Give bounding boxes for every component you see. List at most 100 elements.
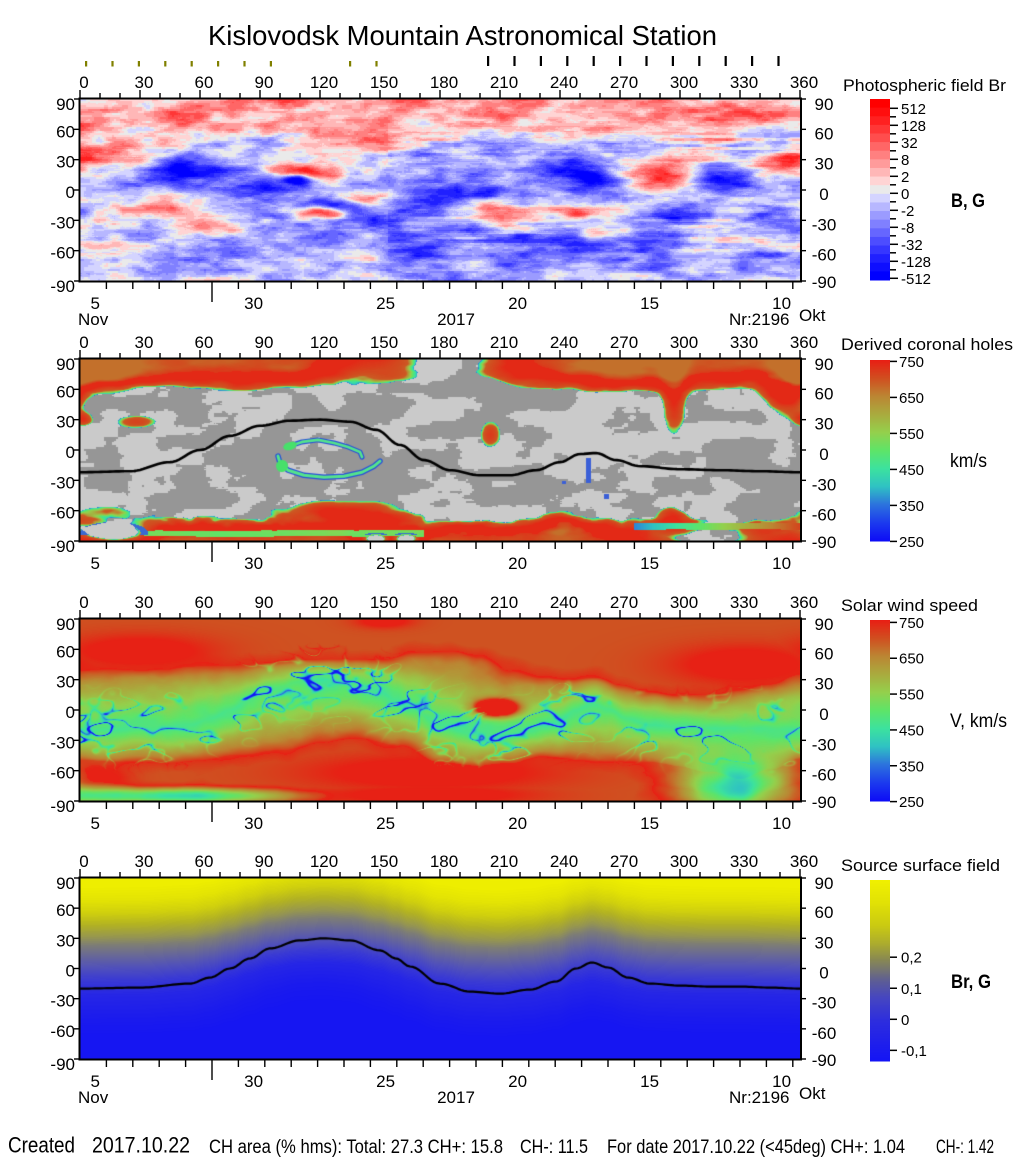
svg-text:120: 120 xyxy=(310,852,338,871)
svg-text:Kislovodsk Mountain Astronomic: Kislovodsk Mountain Astronomical Station xyxy=(208,20,717,51)
svg-text:CH-: 1.42: CH-: 1.42 xyxy=(936,1137,994,1158)
svg-text:-90: -90 xyxy=(812,793,837,812)
svg-text:60: 60 xyxy=(815,124,834,143)
svg-text:-30: -30 xyxy=(50,992,75,1011)
svg-text:0: 0 xyxy=(819,185,828,204)
svg-text:-60: -60 xyxy=(812,506,837,525)
svg-text:300: 300 xyxy=(670,333,698,352)
svg-text:-90: -90 xyxy=(50,1055,75,1074)
svg-text:CH area (% hms): Total: 27.3 C: CH area (% hms): Total: 27.3 CH+: 15.8 xyxy=(209,1137,503,1158)
svg-text:240: 240 xyxy=(550,852,578,871)
svg-text:Nov: Nov xyxy=(78,310,109,329)
svg-text:180: 180 xyxy=(430,852,458,871)
svg-text:250: 250 xyxy=(899,534,924,551)
svg-text:360: 360 xyxy=(790,73,818,92)
svg-text:0: 0 xyxy=(901,1012,909,1029)
svg-text:270: 270 xyxy=(610,73,638,92)
svg-text:120: 120 xyxy=(310,73,338,92)
svg-text:0: 0 xyxy=(819,705,828,724)
svg-text:90: 90 xyxy=(56,615,75,634)
svg-text:30: 30 xyxy=(815,675,834,694)
svg-text:8: 8 xyxy=(901,152,909,169)
svg-text:20: 20 xyxy=(508,814,527,833)
svg-text:5: 5 xyxy=(90,1072,99,1091)
svg-text:180: 180 xyxy=(430,333,458,352)
svg-text:90: 90 xyxy=(56,95,75,114)
svg-text:0: 0 xyxy=(66,183,75,202)
svg-text:550: 550 xyxy=(899,687,924,704)
svg-text:25: 25 xyxy=(376,294,395,313)
svg-text:km/s: km/s xyxy=(950,451,987,472)
svg-text:60: 60 xyxy=(815,903,834,922)
svg-text:210: 210 xyxy=(490,852,518,871)
svg-text:30: 30 xyxy=(815,155,834,174)
svg-text:90: 90 xyxy=(815,355,834,374)
svg-text:330: 330 xyxy=(730,73,758,92)
svg-text:60: 60 xyxy=(195,73,214,92)
svg-text:-32: -32 xyxy=(901,237,923,254)
svg-text:210: 210 xyxy=(490,333,518,352)
svg-text:60: 60 xyxy=(815,384,834,403)
svg-text:240: 240 xyxy=(550,593,578,612)
svg-text:550: 550 xyxy=(899,426,924,443)
svg-text:650: 650 xyxy=(899,390,924,407)
svg-text:25: 25 xyxy=(376,554,395,573)
svg-text:-30: -30 xyxy=(812,735,837,754)
svg-text:15: 15 xyxy=(640,294,659,313)
svg-text:30: 30 xyxy=(56,673,75,692)
svg-text:-60: -60 xyxy=(50,764,75,783)
svg-text:10: 10 xyxy=(772,554,791,573)
svg-text:60: 60 xyxy=(56,382,75,401)
svg-text:-60: -60 xyxy=(812,766,837,785)
svg-text:180: 180 xyxy=(430,593,458,612)
svg-text:150: 150 xyxy=(370,333,398,352)
svg-text:60: 60 xyxy=(815,644,834,663)
svg-text:360: 360 xyxy=(790,333,818,352)
svg-text:-128: -128 xyxy=(901,254,931,271)
svg-text:60: 60 xyxy=(56,122,75,141)
svg-text:330: 330 xyxy=(730,333,758,352)
svg-text:30: 30 xyxy=(135,73,154,92)
svg-text:30: 30 xyxy=(244,294,263,313)
svg-text:60: 60 xyxy=(195,333,214,352)
svg-text:25: 25 xyxy=(376,814,395,833)
svg-text:128: 128 xyxy=(901,118,926,135)
svg-text:0: 0 xyxy=(66,962,75,981)
svg-text:Solar wind speed: Solar wind speed xyxy=(841,596,978,615)
svg-text:300: 300 xyxy=(670,73,698,92)
svg-text:Source surface field: Source surface field xyxy=(841,856,1000,875)
svg-text:-0,1: -0,1 xyxy=(901,1043,927,1060)
svg-text:90: 90 xyxy=(255,852,274,871)
svg-text:450: 450 xyxy=(899,722,924,739)
svg-text:32: 32 xyxy=(901,135,918,152)
svg-text:B, G: B, G xyxy=(951,191,985,212)
svg-text:300: 300 xyxy=(670,852,698,871)
svg-text:120: 120 xyxy=(310,333,338,352)
svg-text:240: 240 xyxy=(550,333,578,352)
svg-text:30: 30 xyxy=(244,1072,263,1091)
svg-text:20: 20 xyxy=(508,1072,527,1091)
svg-text:Okt: Okt xyxy=(799,306,826,325)
svg-text:CH-: 11.5: CH-: 11.5 xyxy=(520,1137,588,1158)
svg-text:30: 30 xyxy=(244,814,263,833)
svg-text:90: 90 xyxy=(56,355,75,374)
svg-text:10: 10 xyxy=(772,1072,791,1091)
svg-text:-60: -60 xyxy=(812,1024,837,1043)
svg-text:2: 2 xyxy=(901,169,909,186)
svg-text:15: 15 xyxy=(640,814,659,833)
svg-text:270: 270 xyxy=(610,852,638,871)
svg-text:90: 90 xyxy=(815,874,834,893)
svg-text:90: 90 xyxy=(255,593,274,612)
svg-text:Nr:2196: Nr:2196 xyxy=(729,1088,789,1107)
svg-text:750: 750 xyxy=(899,354,924,371)
svg-text:512: 512 xyxy=(901,101,926,118)
svg-text:Derived coronal holes: Derived coronal holes xyxy=(841,335,1013,354)
svg-text:30: 30 xyxy=(815,933,834,952)
svg-text:15: 15 xyxy=(640,1072,659,1091)
svg-text:0: 0 xyxy=(66,443,75,462)
svg-text:270: 270 xyxy=(610,333,638,352)
svg-text:0: 0 xyxy=(79,73,88,92)
svg-text:20: 20 xyxy=(508,294,527,313)
svg-text:0,1: 0,1 xyxy=(901,981,922,998)
svg-text:90: 90 xyxy=(255,333,274,352)
